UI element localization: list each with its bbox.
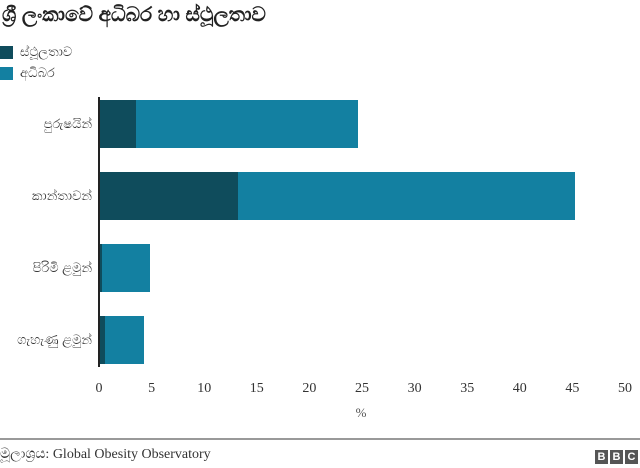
bar-segment-overweight bbox=[105, 316, 145, 364]
legend-item-obesity: ස්ථූලතාව bbox=[0, 44, 73, 59]
x-tick-label: 15 bbox=[249, 381, 264, 396]
bar-segment-overweight bbox=[135, 100, 358, 148]
bbc-logo-letter: B bbox=[595, 450, 608, 464]
x-tick-label: 25 bbox=[355, 381, 369, 396]
legend-label-obesity: ස්ථූලතාව bbox=[20, 44, 73, 59]
source-text: මූලාශ්‍රය: Global Obesity Observatory bbox=[0, 447, 211, 462]
bar-row bbox=[100, 100, 358, 148]
bar-row bbox=[100, 172, 576, 220]
bbc-logo-letter: C bbox=[625, 450, 638, 464]
category-label: පුරුෂයින් bbox=[43, 116, 92, 131]
legend-swatch-obesity bbox=[0, 45, 13, 59]
x-tick-label: 10 bbox=[197, 381, 212, 396]
x-tick-label: 40 bbox=[512, 381, 527, 396]
bar-segment-obesity bbox=[100, 172, 238, 220]
x-tick-label: 45 bbox=[565, 381, 580, 396]
x-tick-label: 20 bbox=[302, 381, 317, 396]
category-label: පිරිමි ළමුන් bbox=[32, 260, 92, 275]
x-tick-label: 50 bbox=[618, 381, 632, 396]
chart-title: ශ්‍රී ලංකාවේ අධිබර හා ස්ථූලතාව bbox=[2, 4, 266, 26]
bbc-logo-letter: B bbox=[610, 450, 623, 464]
category-label: කාන්තාවන් bbox=[31, 188, 92, 203]
footer-divider bbox=[0, 438, 640, 440]
x-tick-label: 30 bbox=[407, 381, 422, 396]
bar-row bbox=[100, 244, 151, 292]
bar-segment-overweight bbox=[102, 244, 151, 292]
x-tick-label: 0 bbox=[95, 381, 103, 396]
legend-item-overweight: අධිබර bbox=[0, 65, 55, 80]
legend-swatch-overweight bbox=[0, 66, 13, 80]
x-tick-label: 5 bbox=[148, 381, 156, 396]
bar-segment-obesity bbox=[100, 316, 106, 364]
bbc-logo: B B C bbox=[595, 450, 638, 464]
category-label: ගැහැණු ළමුන් bbox=[17, 332, 92, 347]
x-axis-label: % bbox=[355, 405, 367, 420]
x-tick-label: 35 bbox=[460, 381, 475, 396]
y-axis-line bbox=[98, 97, 100, 367]
bar-segment-obesity bbox=[100, 244, 103, 292]
legend-label-overweight: අධිබර bbox=[20, 65, 55, 80]
bar-segment-obesity bbox=[100, 100, 136, 148]
bar-segment-overweight bbox=[237, 172, 576, 220]
bar-row bbox=[100, 316, 145, 364]
